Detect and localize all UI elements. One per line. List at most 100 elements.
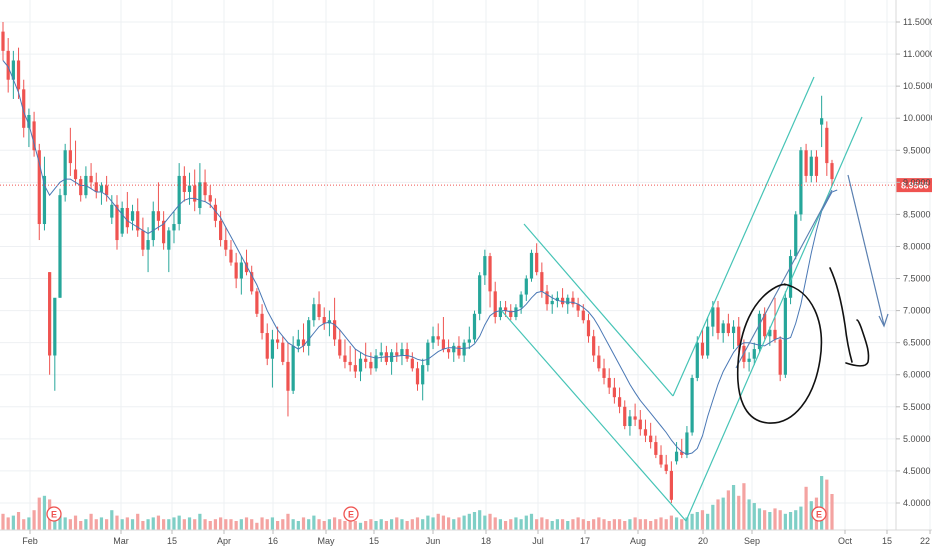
candle-body bbox=[566, 297, 570, 305]
volume-bar bbox=[752, 503, 756, 530]
x-tick-label: 15 bbox=[369, 536, 379, 546]
y-tick-label: 4.5000 bbox=[903, 466, 931, 476]
volume-bar bbox=[592, 519, 596, 530]
volume-bar bbox=[332, 517, 337, 530]
candle-body bbox=[203, 182, 207, 196]
volume-bar bbox=[32, 510, 36, 530]
candle-body bbox=[799, 150, 803, 215]
earnings-marker-circle bbox=[46, 506, 62, 522]
candle-body bbox=[649, 435, 653, 443]
volume-bar bbox=[369, 519, 373, 530]
volume-bar bbox=[514, 517, 518, 530]
volume-bar bbox=[768, 512, 772, 530]
x-tick-label: Apr bbox=[217, 536, 231, 546]
candle-body bbox=[400, 349, 404, 356]
volume-bar bbox=[146, 519, 150, 530]
volume-bar bbox=[685, 517, 689, 530]
volume-bar bbox=[384, 521, 389, 530]
candle-body bbox=[446, 349, 451, 353]
volume-bar bbox=[571, 519, 575, 530]
candle-body bbox=[270, 339, 275, 359]
volume-bar bbox=[167, 519, 171, 530]
volume-bar bbox=[110, 510, 114, 530]
volume-bar bbox=[643, 519, 648, 530]
price-label-bg bbox=[896, 178, 932, 193]
candle-body bbox=[301, 339, 306, 346]
volume-bar bbox=[711, 504, 715, 530]
volume-bar bbox=[649, 521, 653, 530]
volume-bar bbox=[415, 517, 420, 530]
volume-bar bbox=[695, 512, 699, 530]
candle-body bbox=[586, 320, 591, 337]
y-tick-label: 6.5000 bbox=[903, 338, 931, 348]
volume-bar bbox=[659, 517, 663, 530]
candle-body bbox=[94, 182, 98, 192]
candle-body bbox=[483, 256, 487, 276]
volume-bars bbox=[1, 476, 834, 530]
candle-body bbox=[6, 50, 10, 80]
volume-bar bbox=[286, 513, 290, 530]
candle-body bbox=[348, 361, 352, 366]
x-tick-label: 15 bbox=[882, 536, 892, 546]
candle-body bbox=[405, 349, 409, 359]
candle-body bbox=[415, 368, 420, 385]
candle-body bbox=[509, 310, 513, 318]
candle-body bbox=[146, 240, 150, 250]
candle-body bbox=[99, 185, 104, 192]
volume-bar bbox=[825, 479, 829, 530]
candle-body bbox=[752, 349, 756, 359]
volume-bar bbox=[327, 519, 332, 530]
x-tick-label: Oct bbox=[838, 536, 853, 546]
volume-bar bbox=[260, 517, 264, 530]
volume-bar bbox=[389, 519, 394, 530]
candle-body bbox=[457, 345, 461, 356]
y-tick-label: 9.5000 bbox=[903, 145, 931, 155]
candle-body bbox=[162, 220, 166, 244]
candle-body bbox=[597, 355, 601, 369]
volume-bar bbox=[162, 519, 166, 530]
volume-bar bbox=[270, 517, 275, 530]
candle-body bbox=[452, 345, 456, 353]
volume-bar bbox=[177, 515, 181, 530]
volume-bar bbox=[555, 519, 559, 530]
volume-bar bbox=[457, 517, 461, 530]
candle-body bbox=[265, 333, 269, 359]
candle-body bbox=[187, 185, 192, 192]
candle-body bbox=[219, 220, 223, 241]
volume-bar bbox=[198, 513, 202, 530]
candles bbox=[1, 22, 834, 503]
candle-body bbox=[156, 211, 161, 221]
volume-bar bbox=[664, 519, 668, 530]
volume-bar bbox=[130, 519, 135, 530]
volume-bar bbox=[400, 519, 404, 530]
candle-body bbox=[643, 429, 648, 436]
volume-bar bbox=[586, 521, 591, 530]
volume-bar bbox=[94, 519, 98, 530]
volume-bar bbox=[472, 512, 477, 530]
candle-body bbox=[167, 230, 171, 250]
volume-bar bbox=[783, 513, 787, 530]
y-tick-label: 7.0000 bbox=[903, 306, 931, 316]
candle-body bbox=[291, 345, 295, 391]
candle-body bbox=[773, 329, 777, 340]
volume-bar bbox=[22, 519, 26, 530]
candle-body bbox=[690, 377, 694, 433]
volume-bar bbox=[312, 515, 316, 530]
candle-body bbox=[674, 451, 679, 462]
annotation-squiggle bbox=[829, 267, 870, 367]
volume-bar bbox=[193, 519, 197, 530]
x-tick-label: Feb bbox=[22, 536, 38, 546]
candle-body bbox=[550, 300, 554, 305]
volume-bar bbox=[633, 517, 637, 530]
candle-body bbox=[783, 297, 787, 375]
volume-bar bbox=[426, 515, 430, 530]
volume-bar bbox=[716, 499, 720, 530]
candle-body bbox=[410, 358, 414, 369]
volume-bar bbox=[483, 515, 487, 530]
candle-body bbox=[493, 291, 497, 318]
x-tick-label: Jul bbox=[532, 536, 544, 546]
candle-body bbox=[700, 342, 705, 356]
volume-bar bbox=[478, 510, 482, 530]
volume-bar bbox=[524, 515, 528, 530]
volume-bar bbox=[84, 519, 88, 530]
